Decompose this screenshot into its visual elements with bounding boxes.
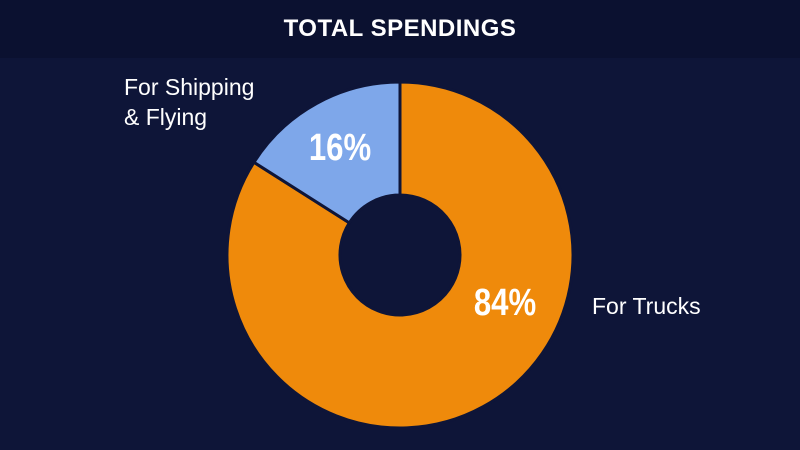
value-label-trucks: 84% <box>474 282 536 324</box>
chart-title: TOTAL SPENDINGS <box>283 15 517 42</box>
slice-trucks <box>225 80 575 430</box>
value-label-shipping-flying: 16% <box>309 127 371 169</box>
slice-shipping-flying <box>251 80 402 225</box>
slice-label-shipping-flying: For Shipping & Flying <box>124 74 255 130</box>
title-bar: TOTAL SPENDINGS <box>0 0 800 58</box>
slice-label-trucks: For Trucks <box>592 293 701 319</box>
